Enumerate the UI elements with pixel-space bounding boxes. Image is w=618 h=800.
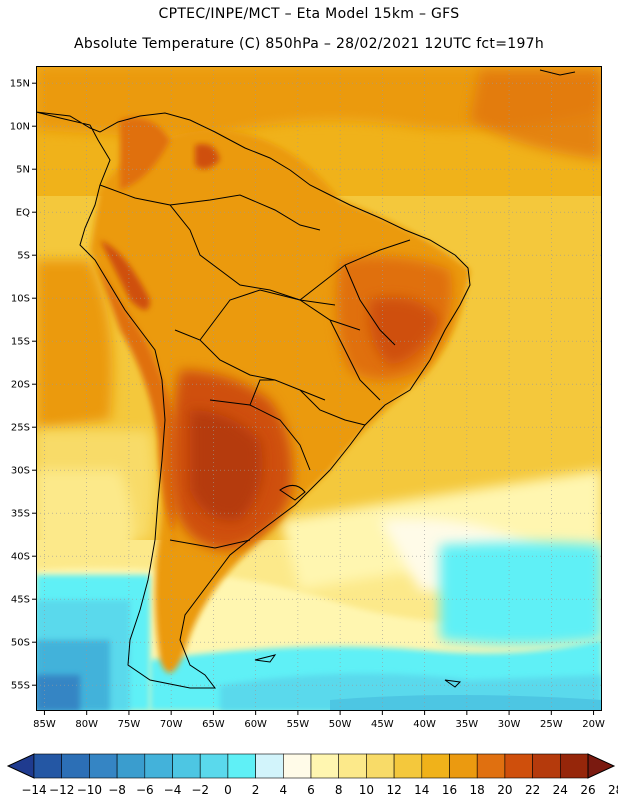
lon-tick-label: 40W bbox=[413, 719, 436, 730]
colorbar-swatch bbox=[338, 753, 367, 779]
colorbar-label: 24 bbox=[553, 783, 568, 797]
lon-tick-label: 50W bbox=[329, 719, 352, 730]
colorbar-label: −8 bbox=[108, 783, 126, 797]
map-title: CPTEC/INPE/MCT – Eta Model 15km – GFS bbox=[158, 6, 460, 22]
colorbar-swatch bbox=[33, 753, 63, 779]
colorbar-label: 10 bbox=[359, 783, 374, 797]
colorbar-label: 4 bbox=[279, 783, 287, 797]
colorbar-label: −4 bbox=[164, 783, 182, 797]
colorbar-label: −2 bbox=[191, 783, 209, 797]
lat-tick-label: 15N bbox=[10, 79, 30, 90]
colorbar-max-arrow bbox=[587, 753, 616, 779]
longitude-axis: 85W 80W 75W 70W 65W 60W 55W 50W 45W 40W 35W 30W 25W 2… bbox=[33, 711, 605, 730]
lon-tick-label: 65W bbox=[202, 719, 225, 730]
colorbar-min-arrow bbox=[6, 753, 35, 779]
lat-tick-label: 50S bbox=[11, 638, 30, 649]
colorbar-swatch bbox=[393, 753, 423, 779]
colorbar-swatch bbox=[476, 753, 506, 779]
lat-tick-label: 20S bbox=[11, 380, 30, 391]
colorbar: −14 −12 −10 −8 −6 −4 −2 0 2 4 6 8 10 12 14 16 18 20 22 24 26… bbox=[6, 753, 618, 797]
lon-tick-label: 75W bbox=[118, 719, 141, 730]
colorbar-label: 26 bbox=[580, 783, 595, 797]
lat-tick-label: 10N bbox=[10, 122, 30, 133]
map-subtitle: Absolute Temperature (C) 850hPa – 28/02/… bbox=[73, 36, 545, 52]
lat-tick-label: 35S bbox=[11, 509, 30, 520]
colorbar-swatch bbox=[227, 753, 256, 779]
colorbar-label: 20 bbox=[497, 783, 512, 797]
colorbar-swatch bbox=[116, 753, 146, 779]
colorbar-swatch bbox=[199, 753, 229, 779]
colorbar-label: −10 bbox=[77, 783, 102, 797]
temperature-field bbox=[36, 66, 602, 711]
colorbar-label: −12 bbox=[49, 783, 74, 797]
colorbar-label: 22 bbox=[525, 783, 540, 797]
colorbar-swatch bbox=[89, 753, 118, 779]
colorbar-swatch bbox=[421, 753, 450, 779]
colorbar-label: 12 bbox=[386, 783, 401, 797]
lat-tick-label: 5S bbox=[17, 251, 30, 262]
colorbar-label: 6 bbox=[307, 783, 315, 797]
colorbar-label: 28 bbox=[608, 783, 618, 797]
coastline bbox=[36, 69, 576, 689]
lon-tick-label: 30W bbox=[498, 719, 521, 730]
lon-tick-label: 55W bbox=[287, 719, 310, 730]
lat-tick-label: 25S bbox=[11, 423, 30, 434]
lon-tick-label: 20W bbox=[582, 719, 605, 730]
lat-tick-label: 40S bbox=[11, 552, 30, 563]
lon-tick-label: 25W bbox=[540, 719, 563, 730]
colorbar-label: 14 bbox=[414, 783, 429, 797]
lat-tick-label: EQ bbox=[16, 208, 30, 219]
colorbar-label: −14 bbox=[21, 783, 46, 797]
colorbar-label: 8 bbox=[335, 783, 343, 797]
latitude-axis: 15N 10N 5N EQ 5S 10S 15S 20S 25S 30S 35S 40S 45S 50S 5… bbox=[10, 79, 36, 692]
colorbar-label: 16 bbox=[442, 783, 457, 797]
lon-tick-label: 35W bbox=[456, 719, 479, 730]
colorbar-swatch bbox=[61, 753, 90, 779]
colorbar-swatch bbox=[310, 753, 340, 779]
colorbar-swatch bbox=[282, 753, 312, 779]
lat-tick-label: 5N bbox=[16, 165, 30, 176]
colorbar-swatch bbox=[366, 753, 395, 779]
lat-tick-label: 55S bbox=[11, 681, 30, 692]
colorbar-swatch bbox=[255, 753, 284, 779]
lat-tick-label: 15S bbox=[11, 337, 30, 348]
colorbar-swatch bbox=[172, 753, 201, 779]
lon-tick-label: 85W bbox=[33, 719, 56, 730]
lon-tick-label: 80W bbox=[75, 719, 98, 730]
lat-tick-label: 45S bbox=[11, 595, 30, 606]
lon-tick-label: 45W bbox=[371, 719, 394, 730]
colorbar-label: 0 bbox=[224, 783, 232, 797]
colorbar-swatch bbox=[559, 753, 589, 779]
lat-tick-label: 30S bbox=[11, 466, 30, 477]
colorbar-swatch bbox=[504, 753, 533, 779]
lon-tick-label: 70W bbox=[160, 719, 183, 730]
colorbar-label: 2 bbox=[252, 783, 260, 797]
lon-tick-label: 60W bbox=[244, 719, 267, 730]
colorbar-swatch bbox=[144, 753, 173, 779]
lat-tick-label: 10S bbox=[11, 294, 30, 305]
colorbar-label: −6 bbox=[136, 783, 154, 797]
colorbar-label: 18 bbox=[470, 783, 485, 797]
colorbar-swatch bbox=[449, 753, 478, 779]
colorbar-swatch bbox=[532, 753, 561, 779]
